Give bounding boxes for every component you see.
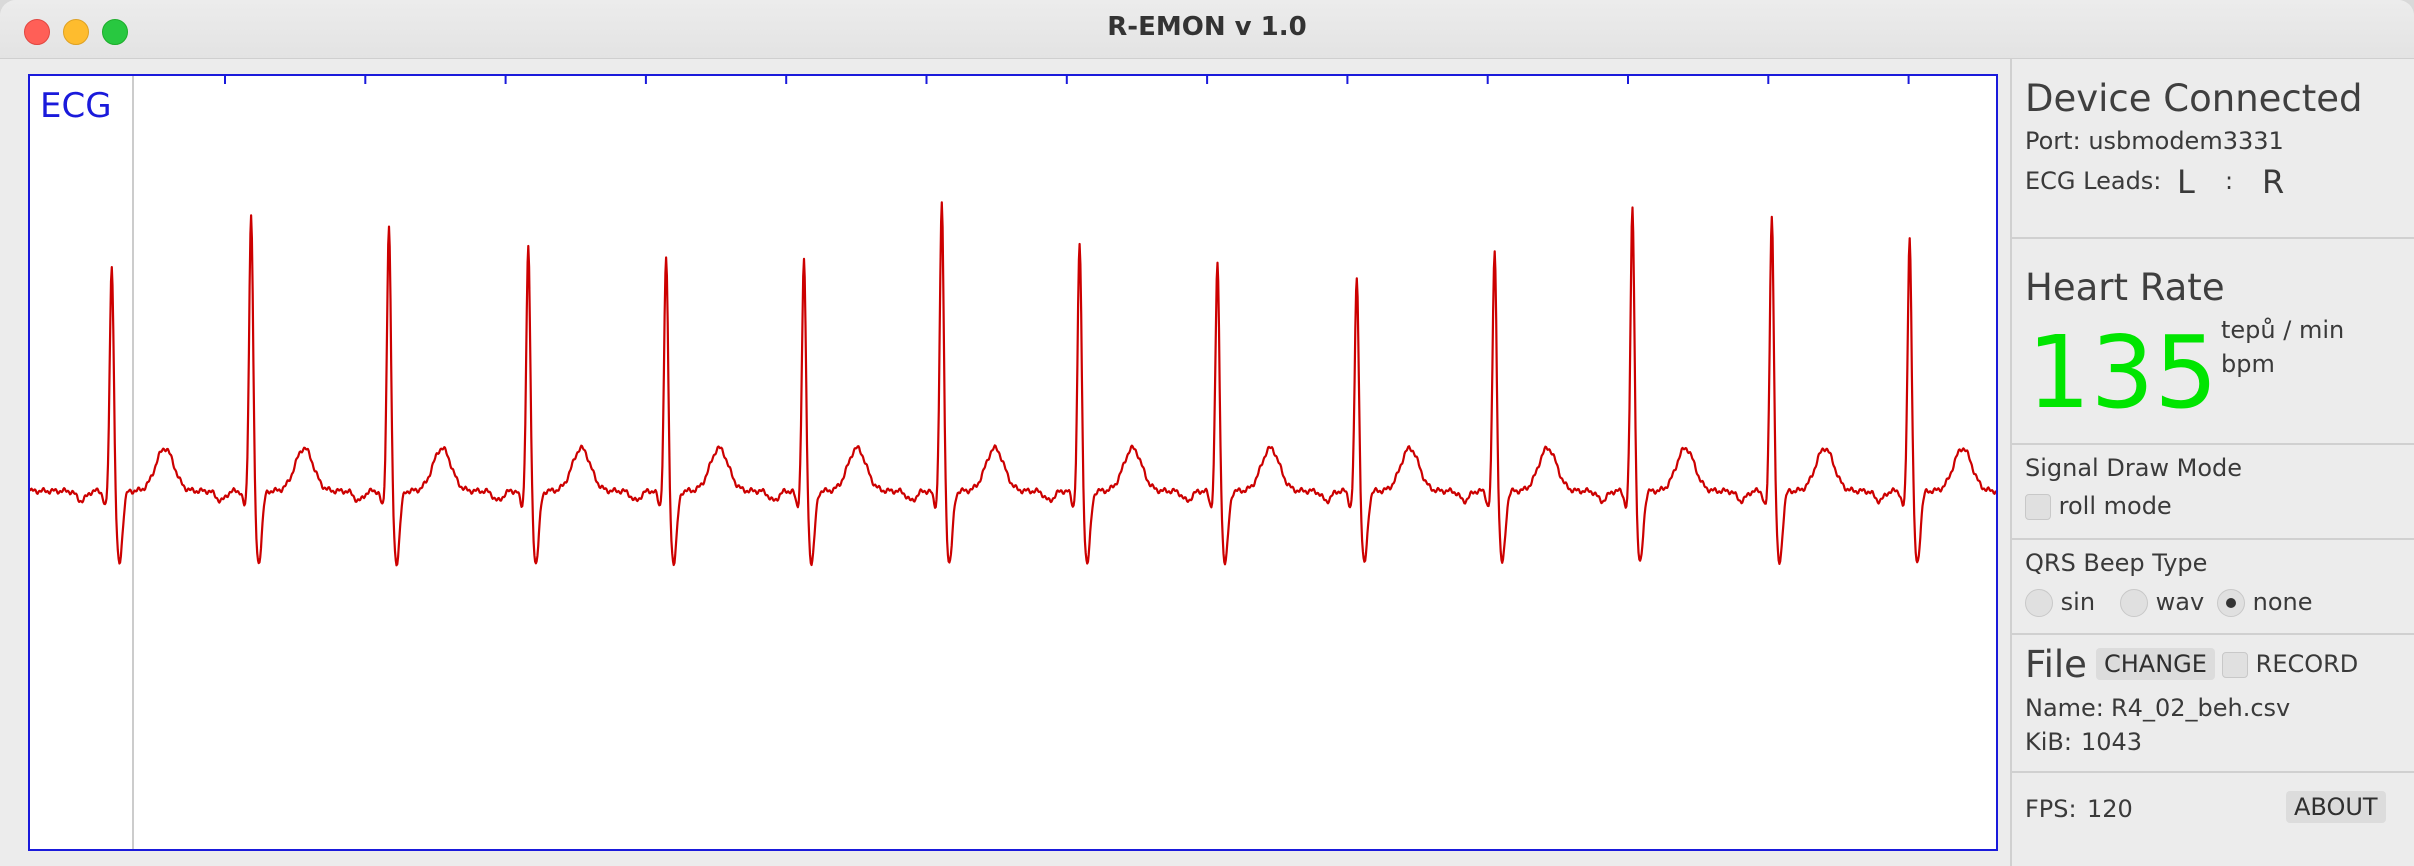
beep-type-title: QRS Beep Type [2025, 549, 2208, 577]
heart-rate-title: Heart Rate [2025, 266, 2225, 309]
record-label: RECORD [2255, 650, 2359, 678]
draw-mode-title: Signal Draw Mode [2025, 454, 2243, 482]
ecg-label: ECG [40, 86, 112, 126]
beep-none-label: none [2252, 588, 2313, 616]
lead-right-indicator: R [2262, 163, 2285, 201]
draw-mode-section: Signal Draw Mode roll mode [2012, 443, 2414, 540]
port-value: usbmodem3331 [2088, 127, 2284, 155]
fps-value: 120 [2087, 795, 2133, 823]
beep-wav-label: wav [2155, 588, 2205, 616]
device-section: Device Connected Port: usbmodem3331 ECG … [2012, 59, 2414, 239]
close-window-button[interactable] [24, 19, 50, 45]
ecg-leads-label: ECG Leads: [2025, 167, 2162, 195]
beep-wav-option[interactable]: wav [2120, 588, 2204, 617]
device-status: Device Connected [2025, 77, 2363, 120]
beep-none-radio[interactable] [2217, 589, 2245, 617]
beep-sin-radio[interactable] [2025, 589, 2053, 617]
heart-rate-unit-cz: tepů / min [2221, 316, 2345, 344]
lead-left-indicator: L [2177, 163, 2195, 201]
side-panel: Device Connected Port: usbmodem3331 ECG … [2012, 59, 2414, 866]
file-size-label: KiB: [2025, 728, 2072, 756]
roll-mode-row[interactable]: roll mode [2025, 492, 2172, 520]
record-row[interactable]: RECORD [2222, 650, 2358, 678]
top-ticks [224, 76, 1910, 84]
file-name-value: R4_02_beh.csv [2111, 694, 2291, 722]
window-title: R-EMON v 1.0 [1107, 12, 1307, 42]
beep-wav-radio[interactable] [2120, 589, 2148, 617]
file-size-value: 1043 [2081, 728, 2143, 756]
ecg-waveform [30, 201, 1996, 567]
footer-section: FPS: 120 ABOUT [2012, 771, 2414, 866]
maximize-window-button[interactable] [102, 19, 128, 45]
heart-rate-unit-en: bpm [2221, 350, 2275, 378]
ecg-signal-canvas [30, 76, 1996, 849]
file-title: File [2025, 643, 2087, 686]
about-button[interactable]: ABOUT [2286, 791, 2386, 823]
title-bar: R-EMON v 1.0 [0, 0, 2414, 59]
heart-rate-value: 135 [2027, 314, 2218, 431]
minimize-window-button[interactable] [63, 19, 89, 45]
file-name-label: Name: [2025, 694, 2104, 722]
record-checkbox[interactable] [2222, 652, 2248, 678]
roll-mode-label: roll mode [2058, 492, 2172, 520]
plot-area: ECG [0, 59, 2010, 866]
heart-rate-section: Heart Rate 135 tepů / min bpm [2012, 237, 2414, 445]
ecg-plot: ECG [28, 74, 1998, 851]
fps-label: FPS: [2025, 795, 2077, 823]
lead-separator: : [2225, 167, 2234, 195]
beep-sin-option[interactable]: sin [2025, 588, 2095, 617]
change-file-button[interactable]: CHANGE [2096, 648, 2215, 680]
beep-section: QRS Beep Type sin wav none [2012, 538, 2414, 635]
panel-divider [2010, 59, 2012, 866]
port-label: Port: [2025, 127, 2081, 155]
beep-sin-label: sin [2060, 588, 2096, 616]
file-section: File CHANGE RECORD Name: R4_02_beh.csv K… [2012, 633, 2414, 773]
beep-none-option[interactable]: none [2217, 588, 2313, 617]
roll-mode-checkbox[interactable] [2025, 494, 2051, 520]
port-row: Port: usbmodem3331 [2025, 127, 2284, 155]
